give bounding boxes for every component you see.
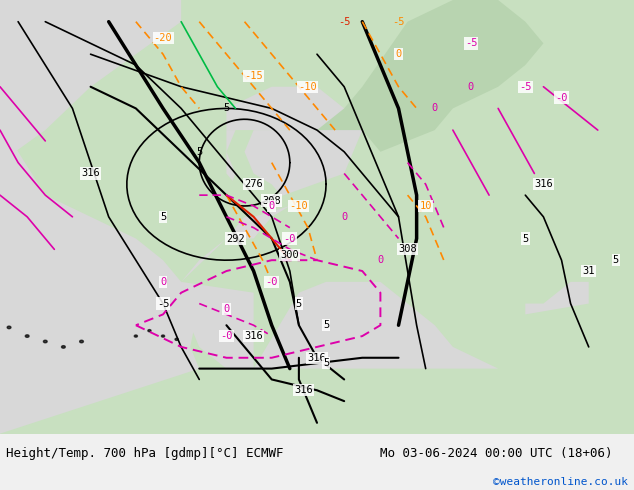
Text: 0: 0 (432, 103, 438, 113)
Polygon shape (61, 345, 65, 348)
Polygon shape (134, 335, 138, 337)
Text: -15: -15 (244, 71, 263, 81)
Text: -5: -5 (465, 38, 477, 49)
Text: 5: 5 (196, 147, 202, 157)
Text: 276: 276 (244, 179, 263, 189)
Polygon shape (0, 108, 290, 434)
Text: -0: -0 (555, 93, 568, 102)
Polygon shape (44, 340, 47, 343)
Text: -0: -0 (220, 331, 233, 341)
Text: 5: 5 (522, 234, 529, 244)
Polygon shape (226, 130, 362, 206)
Polygon shape (148, 330, 151, 332)
Polygon shape (175, 338, 178, 341)
Text: 316: 316 (244, 331, 263, 341)
Text: 5: 5 (612, 255, 619, 265)
Polygon shape (217, 130, 290, 217)
Text: 31: 31 (583, 266, 595, 276)
Text: -5: -5 (392, 17, 404, 26)
Text: 308: 308 (262, 196, 281, 206)
Polygon shape (80, 340, 84, 343)
Text: -5: -5 (519, 82, 531, 92)
Text: 316: 316 (307, 353, 327, 363)
Text: 0: 0 (468, 82, 474, 92)
Polygon shape (226, 87, 362, 141)
Text: 10: 10 (420, 201, 432, 211)
Text: 0: 0 (223, 304, 230, 314)
Text: -0: -0 (266, 277, 278, 287)
Polygon shape (181, 163, 217, 206)
Text: 5: 5 (223, 103, 230, 113)
Polygon shape (254, 282, 498, 368)
Text: 0: 0 (160, 277, 166, 287)
Polygon shape (526, 282, 589, 315)
Text: ©weatheronline.co.uk: ©weatheronline.co.uk (493, 477, 628, 487)
Polygon shape (0, 0, 181, 163)
Text: -20: -20 (153, 33, 172, 43)
Polygon shape (25, 335, 29, 338)
Text: Height/Temp. 700 hPa [gdmp][°C] ECMWF: Height/Temp. 700 hPa [gdmp][°C] ECMWF (6, 447, 284, 460)
Text: -0: -0 (283, 234, 296, 244)
Text: 0: 0 (341, 212, 347, 222)
Polygon shape (317, 0, 543, 152)
Text: 316: 316 (294, 385, 313, 395)
Text: 316: 316 (534, 179, 553, 189)
Text: Mo 03-06-2024 00:00 UTC (18+06): Mo 03-06-2024 00:00 UTC (18+06) (380, 447, 613, 460)
Text: -5: -5 (338, 17, 351, 26)
Text: 0: 0 (269, 201, 275, 211)
Text: 5: 5 (323, 320, 329, 330)
Text: -10: -10 (299, 82, 318, 92)
Text: -5: -5 (157, 298, 169, 309)
Text: 0: 0 (377, 255, 384, 265)
Text: 308: 308 (398, 245, 417, 254)
Polygon shape (162, 335, 165, 337)
Text: 5: 5 (160, 212, 166, 222)
Text: 0: 0 (396, 49, 402, 59)
Polygon shape (0, 0, 634, 434)
Text: 5: 5 (295, 298, 302, 309)
Text: -10: -10 (290, 201, 308, 211)
Polygon shape (7, 326, 11, 329)
Text: 316: 316 (81, 169, 100, 178)
Text: 300: 300 (280, 250, 299, 260)
Text: 292: 292 (226, 234, 245, 244)
Text: 5: 5 (323, 358, 329, 368)
Polygon shape (181, 282, 254, 368)
